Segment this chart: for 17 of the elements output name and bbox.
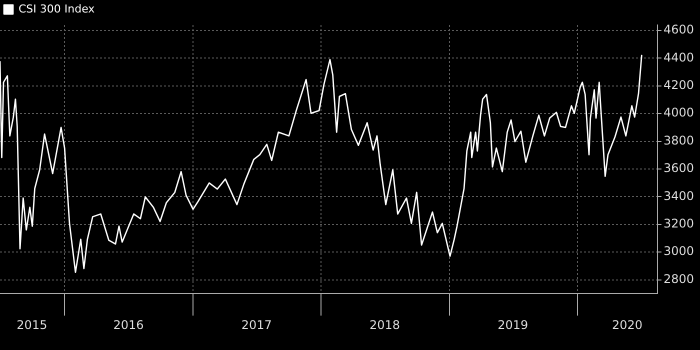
y-tick-label: 3400 xyxy=(663,188,694,203)
x-tick-label: 2019 xyxy=(498,318,528,332)
y-tick-label: 4000 xyxy=(663,106,694,120)
x-tick-label: 2017 xyxy=(241,318,272,332)
y-tick-label: 4200 xyxy=(663,78,694,92)
y-tick-label: 3600 xyxy=(663,161,694,176)
legend-label: CSI 300 Index xyxy=(18,2,96,16)
y-tick-label: 4600 xyxy=(663,22,694,37)
x-tick-label: 2016 xyxy=(113,318,144,332)
y-tick-label: 4400 xyxy=(663,50,694,64)
y-tick-label: 3800 xyxy=(663,133,694,148)
y-tick-label: 3000 xyxy=(663,244,694,258)
x-tick-label: 2020 xyxy=(612,318,643,332)
x-tick-label: 2018 xyxy=(369,318,400,332)
x-tick-label: 2015 xyxy=(16,318,48,332)
y-tick-label: 2800 xyxy=(663,272,694,286)
y-tick-label: 3200 xyxy=(663,216,694,230)
